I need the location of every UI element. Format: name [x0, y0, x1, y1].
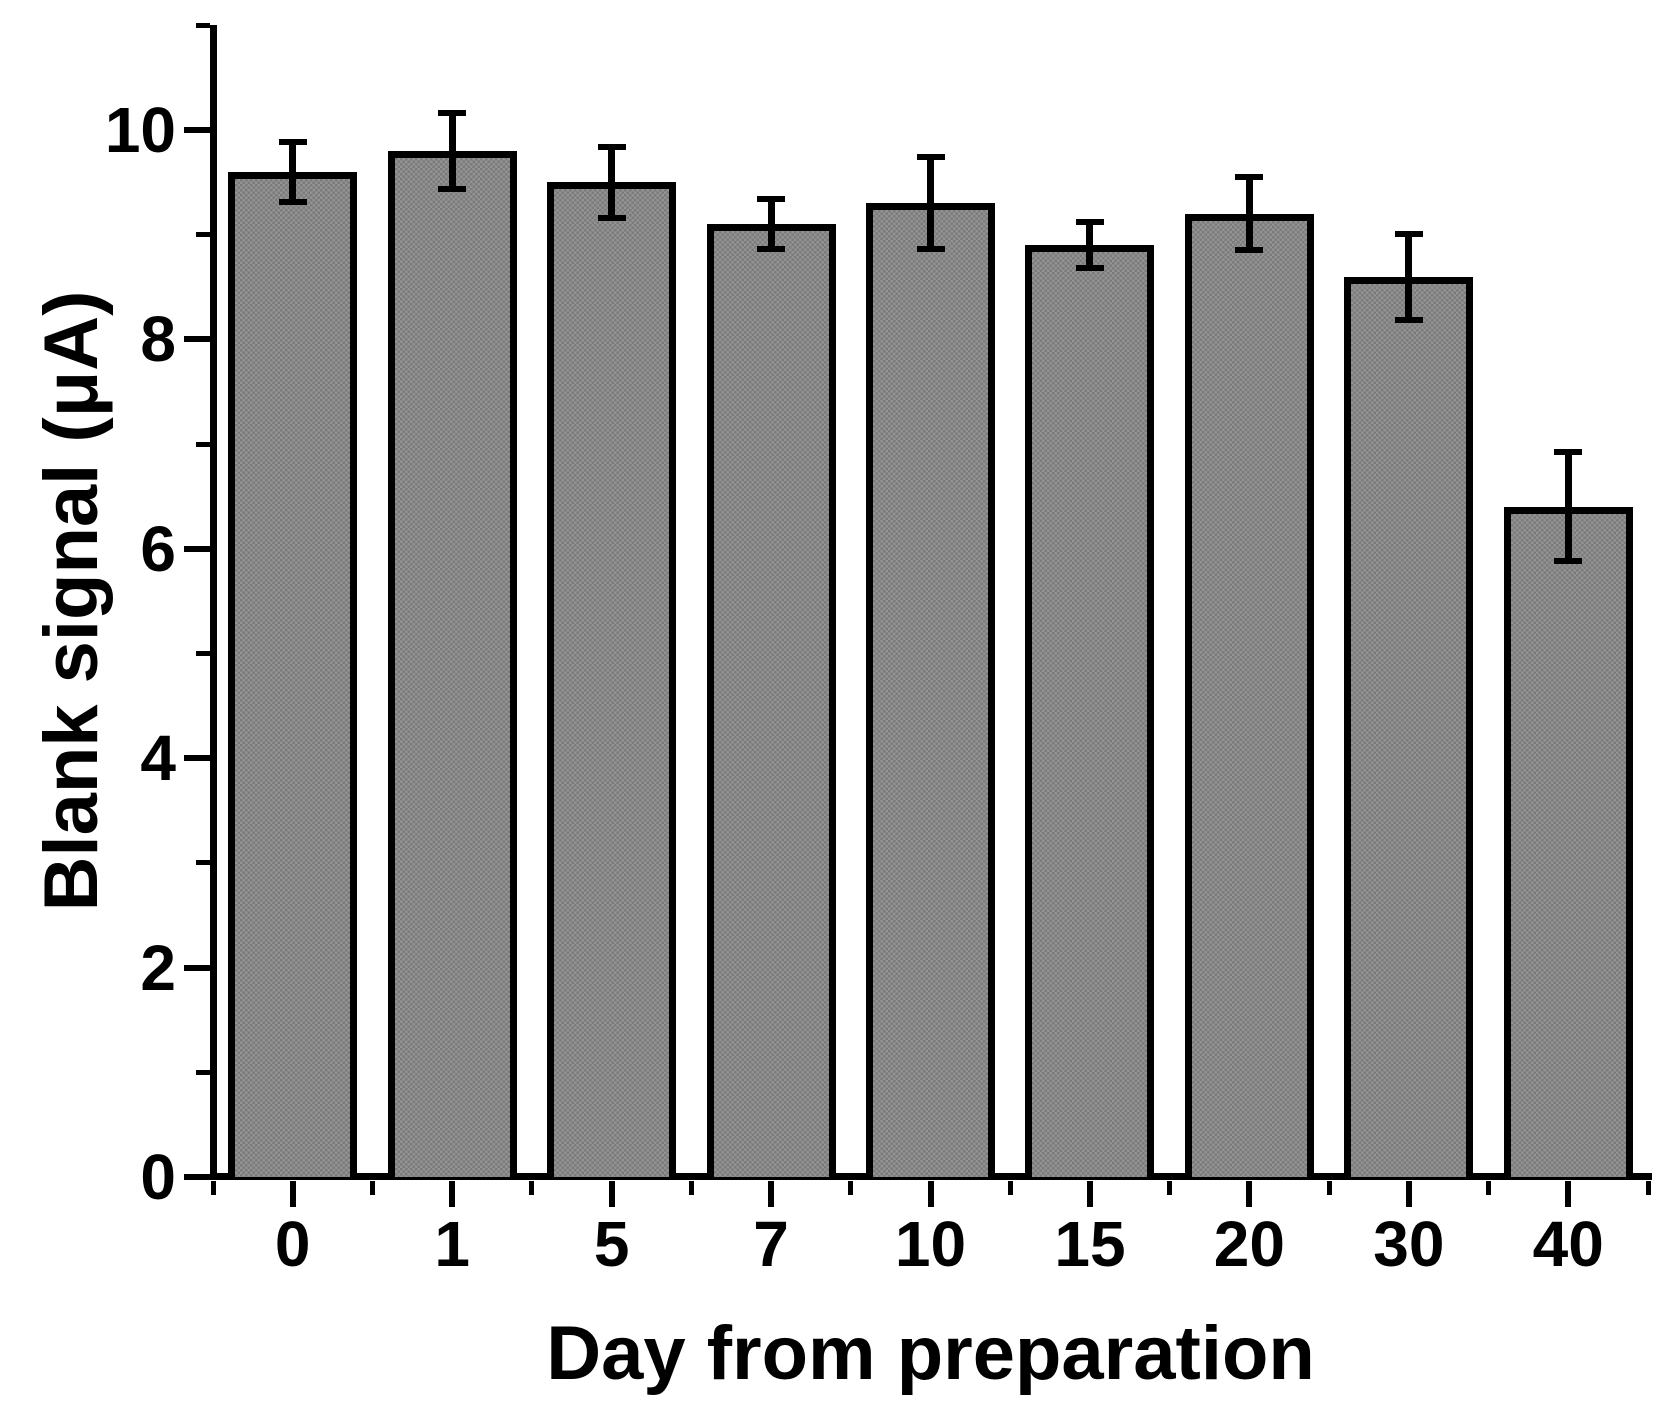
- y-axis-line: [210, 25, 217, 1180]
- bar: [547, 182, 677, 1177]
- x-major-tick: [927, 1181, 934, 1207]
- error-bar-line: [448, 113, 456, 189]
- x-minor-tick: [688, 1181, 694, 1195]
- x-minor-tick: [529, 1181, 535, 1195]
- error-bar-line: [767, 199, 775, 250]
- y-major-tick: [184, 545, 210, 552]
- error-bar-cap-top: [1554, 449, 1583, 456]
- x-major-tick: [608, 1181, 615, 1207]
- error-bar-cap-bottom: [438, 185, 467, 192]
- x-minor-tick: [1167, 1181, 1173, 1195]
- error-bar-line: [1405, 233, 1413, 320]
- y-minor-tick: [196, 651, 210, 656]
- error-bar-cap-top: [757, 196, 786, 203]
- x-minor-tick: [210, 1181, 216, 1195]
- error-bar-cap-top: [1235, 174, 1264, 181]
- y-tick-label: 10: [104, 94, 176, 166]
- x-tick-label: 5: [593, 1208, 630, 1280]
- x-tick-label: 0: [274, 1208, 311, 1280]
- y-minor-tick: [196, 860, 210, 866]
- error-bar-cap-bottom: [597, 214, 626, 221]
- bar: [1184, 213, 1314, 1177]
- error-bar-cap-top: [438, 110, 467, 117]
- bar: [387, 150, 517, 1177]
- x-tick-label: 20: [1213, 1208, 1285, 1280]
- error-bar-cap-bottom: [1075, 265, 1104, 272]
- error-bar-cap-bottom: [916, 246, 945, 253]
- error-bar-cap-top: [1394, 230, 1423, 237]
- x-major-tick: [768, 1181, 775, 1207]
- x-major-tick: [1405, 1181, 1412, 1207]
- x-minor-tick: [1486, 1181, 1492, 1195]
- error-bar-cap-top: [597, 143, 626, 150]
- x-minor-tick: [1007, 1181, 1013, 1195]
- x-tick-label: 30: [1373, 1208, 1445, 1280]
- x-tick-label: 40: [1532, 1208, 1604, 1280]
- error-bar-cap-bottom: [1394, 316, 1423, 323]
- y-tick-label: 2: [140, 931, 176, 1004]
- error-bar-line: [1086, 222, 1094, 269]
- y-axis-title-text: Blank signal (μA): [29, 290, 114, 912]
- error-bar-cap-top: [916, 154, 945, 161]
- x-minor-tick: [848, 1181, 854, 1195]
- x-major-tick: [1246, 1181, 1253, 1207]
- error-bar-line: [1564, 452, 1572, 562]
- x-minor-tick: [1645, 1181, 1651, 1195]
- error-bar-line: [1245, 177, 1253, 251]
- x-major-tick: [1086, 1181, 1093, 1207]
- y-major-tick: [184, 1174, 210, 1180]
- y-minor-tick: [196, 441, 210, 447]
- error-bar-line: [289, 141, 297, 203]
- error-bar-cap-top: [1075, 219, 1104, 226]
- x-major-tick: [1565, 1181, 1572, 1207]
- error-bar-cap-bottom: [1554, 558, 1583, 565]
- y-minor-tick: [196, 1069, 210, 1075]
- y-major-tick: [184, 336, 210, 343]
- x-tick-label: 1: [434, 1208, 470, 1280]
- error-bar-cap-top: [278, 138, 307, 145]
- error-bar-cap-bottom: [1235, 247, 1264, 254]
- error-bar-cap-bottom: [757, 246, 786, 253]
- bar: [866, 203, 995, 1177]
- bar: [1503, 506, 1633, 1177]
- y-major-tick: [184, 964, 210, 971]
- y-tick-label: 8: [140, 303, 176, 376]
- x-tick-label: 10: [894, 1208, 967, 1280]
- x-minor-tick: [369, 1181, 375, 1195]
- y-major-tick: [184, 127, 210, 133]
- x-major-tick: [289, 1181, 296, 1207]
- error-bar-cap-bottom: [278, 199, 307, 206]
- bar: [1344, 276, 1474, 1177]
- bar: [228, 171, 358, 1177]
- x-tick-label: 7: [753, 1208, 789, 1280]
- y-tick-label: 4: [140, 722, 176, 795]
- x-minor-tick: [1326, 1181, 1332, 1195]
- bar: [706, 224, 836, 1177]
- y-tick-label: 0: [140, 1141, 176, 1213]
- x-axis-title: Day from preparation: [546, 1311, 1315, 1396]
- x-major-tick: [449, 1181, 456, 1207]
- y-tick-label: 6: [140, 512, 176, 585]
- error-bar-line: [927, 157, 934, 250]
- x-tick-label: 15: [1054, 1208, 1126, 1280]
- y-minor-tick: [196, 22, 210, 28]
- bar: [1025, 245, 1155, 1177]
- y-major-tick: [184, 755, 210, 762]
- error-bar-line: [608, 146, 616, 218]
- y-minor-tick: [196, 232, 210, 238]
